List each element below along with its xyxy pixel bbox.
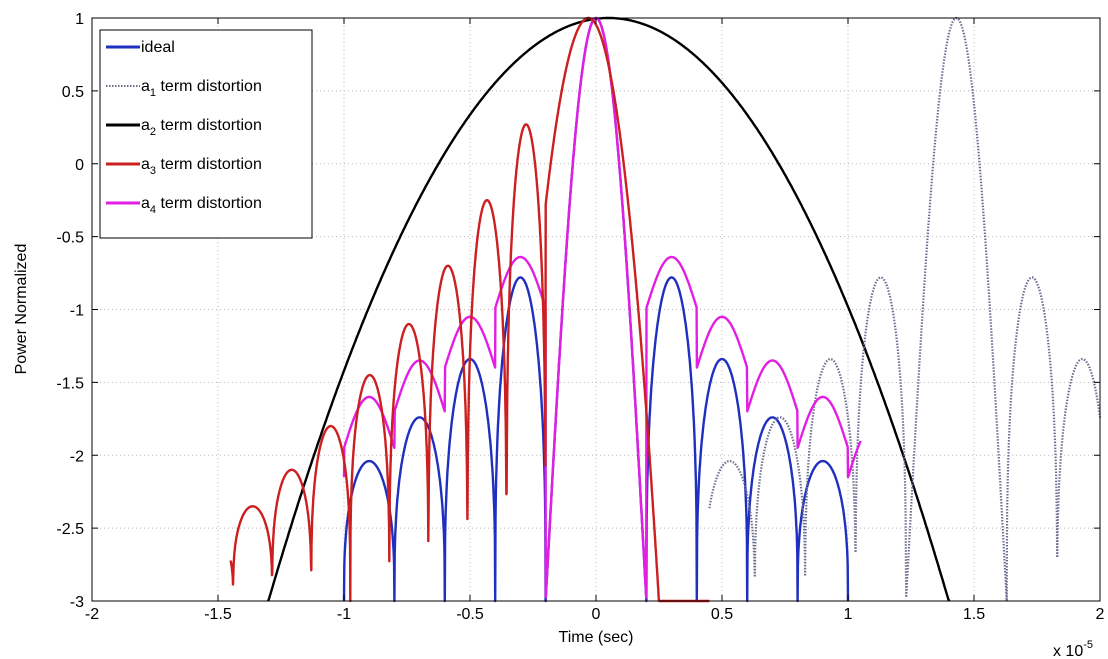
x-tick-label: 1 xyxy=(844,606,853,623)
x-tick-label: -0.5 xyxy=(456,606,484,623)
legend-entry-label: ideal xyxy=(141,39,175,56)
x-tick-label: 1.5 xyxy=(963,606,985,623)
legend-entry-label: a4 term distortion xyxy=(141,195,262,216)
y-axis-label: Power Normalized xyxy=(13,244,30,375)
series-line-a1 xyxy=(708,16,1102,602)
series-line-a4 xyxy=(342,16,862,599)
x-tick-label: 0 xyxy=(592,606,601,623)
legend-entry-label: a2 term distortion xyxy=(141,117,262,138)
y-tick-label: -2.5 xyxy=(56,521,84,538)
x-tick-label: -1.5 xyxy=(204,606,232,623)
y-tick-label: -2 xyxy=(70,448,84,465)
y-tick-label: 0.5 xyxy=(62,84,84,101)
series-group xyxy=(229,16,1102,603)
y-tick-label: -1.5 xyxy=(56,375,84,392)
y-tick-label: 0 xyxy=(75,157,84,174)
x-multiplier: x 10-5 xyxy=(1053,639,1093,659)
x-tick-label: -1 xyxy=(337,606,351,623)
x-tick-label: 2 xyxy=(1096,606,1105,623)
legend: ideal a1 term distortion a2 term distortio… xyxy=(99,29,313,239)
y-tick-label: -3 xyxy=(70,594,84,611)
y-tick-label: -1 xyxy=(70,303,84,320)
ticks: -2 -1.5 -1 -0.5 0 0.5 1 1.5 2 1 0.5 0 -0.5 -1 -1.5 -2 -2… xyxy=(56,11,1104,623)
x-axis-label: Time (sec) xyxy=(559,629,634,646)
x-tick-label: 0.5 xyxy=(711,606,733,623)
x-tick-label: -2 xyxy=(85,606,99,623)
y-tick-label: -0.5 xyxy=(56,230,84,247)
legend-entry-label: a3 term distortion xyxy=(141,156,262,177)
series-line-a3 xyxy=(229,16,711,603)
legend-entry-label: a1 term distortion xyxy=(141,78,262,99)
y-tick-label: 1 xyxy=(75,11,84,28)
